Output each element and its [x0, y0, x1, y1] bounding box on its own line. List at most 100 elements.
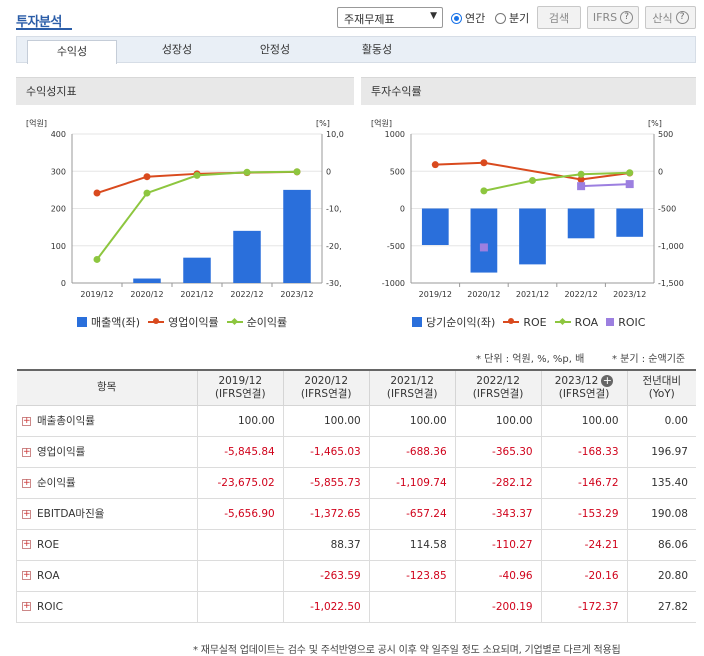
y-tick-right: 10,0	[326, 130, 344, 139]
header-year: 2020/12 (IFRS연결)	[282, 369, 370, 406]
value-cell	[197, 591, 284, 623]
legend-item-op-margin[interactable]: 영업이익률	[148, 314, 219, 330]
header-year-sub: (IFRS연결)	[214, 387, 266, 400]
series-point	[93, 255, 101, 263]
value-cell: 100.00	[369, 405, 456, 437]
expand-plus-icon[interactable]: +	[22, 446, 31, 457]
value-cell: -200.19	[455, 591, 542, 623]
value-cell: 100.00	[197, 405, 284, 437]
quarter-note: * 분기 : 순액기준	[612, 354, 686, 365]
right-legend: 당기순이익(좌) ROE ROA ROIC	[412, 314, 653, 330]
bar	[283, 189, 311, 283]
report-select[interactable]: 주재무제표 ▼	[337, 7, 443, 28]
left-unit-label: [억원]	[371, 118, 392, 128]
top-bar: 투자분석 주재무제표 ▼ 연간 분기 검색 IFRS ? 산식 ?	[0, 0, 704, 34]
bar	[519, 208, 546, 265]
y-tick-right: 500	[658, 130, 673, 139]
legend-item-net-margin[interactable]: 순이익률	[226, 314, 287, 330]
table-row: + 매출총이익률 100.00 100.00 100.00 100.00 100.00 0.0…	[16, 405, 696, 437]
legend-item-sales[interactable]: 매출액(좌)	[77, 314, 140, 330]
expand-plus-icon[interactable]: +	[22, 539, 31, 549]
series-point	[577, 175, 585, 183]
expand-plus-icon[interactable]: +	[22, 477, 31, 488]
value-cell: -110.27	[455, 529, 542, 561]
radio-on-icon	[451, 12, 462, 24]
ifrs-button[interactable]: IFRS ?	[587, 6, 639, 29]
x-tick-label: 2019/12	[419, 290, 452, 299]
yoy-cell: 190.08	[627, 498, 696, 530]
header-item: 항목	[16, 369, 198, 406]
tab-stability[interactable]: 안정성	[259, 43, 291, 56]
value-cell: -1,372.65	[283, 498, 370, 530]
row-label: ROE	[37, 538, 60, 551]
value-cell: -20.16	[541, 560, 628, 592]
yoy-cell: 20.80	[627, 560, 696, 592]
expand-plus-icon[interactable]: +	[22, 601, 31, 611]
tab-profitability[interactable]: 수익성	[27, 40, 117, 64]
header-year: 2019/12 (IFRS연결)	[196, 369, 284, 406]
y-tick-right: -30,	[326, 279, 342, 288]
expand-plus-icon[interactable]: +	[601, 373, 614, 387]
header-year: 2021/12 (IFRS연결)	[368, 369, 456, 406]
legend-item-net-income[interactable]: 당기순이익(좌)	[412, 314, 495, 330]
left-unit-label: [억원]	[26, 118, 47, 128]
header-year: 2022/12 (IFRS연결)	[454, 369, 542, 406]
x-tick-label: 2019/12	[80, 290, 113, 299]
series-point	[143, 189, 151, 197]
return-chart: [억원] [%] 1000 500 0 -500 -1000 500 0 -500 -1,000 -1…	[371, 118, 684, 299]
search-button[interactable]: 검색	[537, 6, 581, 29]
yoy-cell: 135.40	[627, 467, 696, 499]
header-year-sub: (IFRS연결)	[386, 387, 438, 400]
y-tick-right: -1,500	[658, 279, 684, 288]
chevron-down-icon: ▼	[430, 11, 437, 21]
header-year: 2023/12 + (IFRS연결)	[540, 369, 628, 406]
title-underline	[16, 28, 72, 30]
tab-growth[interactable]: 성장성	[161, 43, 193, 56]
series-point	[143, 173, 151, 181]
line-swatch-icon	[554, 321, 571, 323]
bar	[233, 230, 261, 283]
bar-swatch-icon	[77, 317, 87, 327]
y-tick-left: 100	[51, 242, 66, 251]
legend-label: 매출액(좌)	[91, 316, 141, 329]
report-select-value: 주재무제표	[344, 13, 395, 26]
yoy-cell: 27.82	[627, 591, 696, 623]
bar	[567, 208, 595, 239]
legend-item-roe[interactable]: ROE	[503, 316, 547, 329]
right-unit-label: [%]	[648, 119, 662, 128]
value-cell: 88.37	[283, 529, 370, 561]
series-point	[431, 161, 439, 169]
tab-bar: 수익성 성장성 안정성 활동성	[16, 36, 696, 64]
value-cell: -1,109.74	[369, 467, 456, 499]
y-tick-right: -20,	[326, 242, 342, 251]
x-tick-label: 2020/12	[467, 290, 500, 299]
header-year-label: 2023/12	[554, 374, 599, 387]
bar-swatch-icon	[412, 317, 422, 327]
value-cell: -5,656.90	[197, 498, 284, 530]
radio-off-icon	[495, 12, 506, 24]
row-label: EBITDA마진율	[37, 508, 105, 520]
expand-plus-icon[interactable]: +	[22, 415, 31, 426]
radio-annual[interactable]: 연간	[451, 10, 485, 26]
value-cell: -1,465.03	[283, 436, 370, 468]
y-tick-left: -1000	[382, 279, 405, 288]
x-tick-label: 2023/12	[280, 290, 313, 299]
table-row: + ROA -263.59 -123.85 -40.96 -20.16 20.80	[16, 560, 696, 592]
value-cell: -5,855.73	[283, 467, 370, 499]
radio-quarter[interactable]: 분기	[495, 10, 529, 26]
legend-item-roic[interactable]: ROIC	[606, 316, 645, 329]
calc-button-label: 산식	[652, 11, 673, 25]
legend-item-roa[interactable]: ROA	[554, 316, 598, 329]
expand-plus-icon[interactable]: +	[22, 508, 31, 519]
y-tick-left: 500	[390, 167, 405, 176]
radio-quarter-label: 분기	[509, 12, 530, 25]
calc-button[interactable]: 산식 ?	[645, 6, 696, 29]
legend-label: 영업이익률	[168, 316, 219, 329]
y-tick-right: -10,	[326, 205, 342, 214]
value-cell: -172.37	[541, 591, 628, 623]
tab-activity[interactable]: 활동성	[361, 43, 393, 56]
expand-plus-icon[interactable]: +	[22, 570, 31, 580]
ifrs-button-label: IFRS	[592, 11, 618, 24]
x-tick-label: 2022/12	[564, 290, 597, 299]
row-label: 순이익률	[37, 477, 76, 489]
